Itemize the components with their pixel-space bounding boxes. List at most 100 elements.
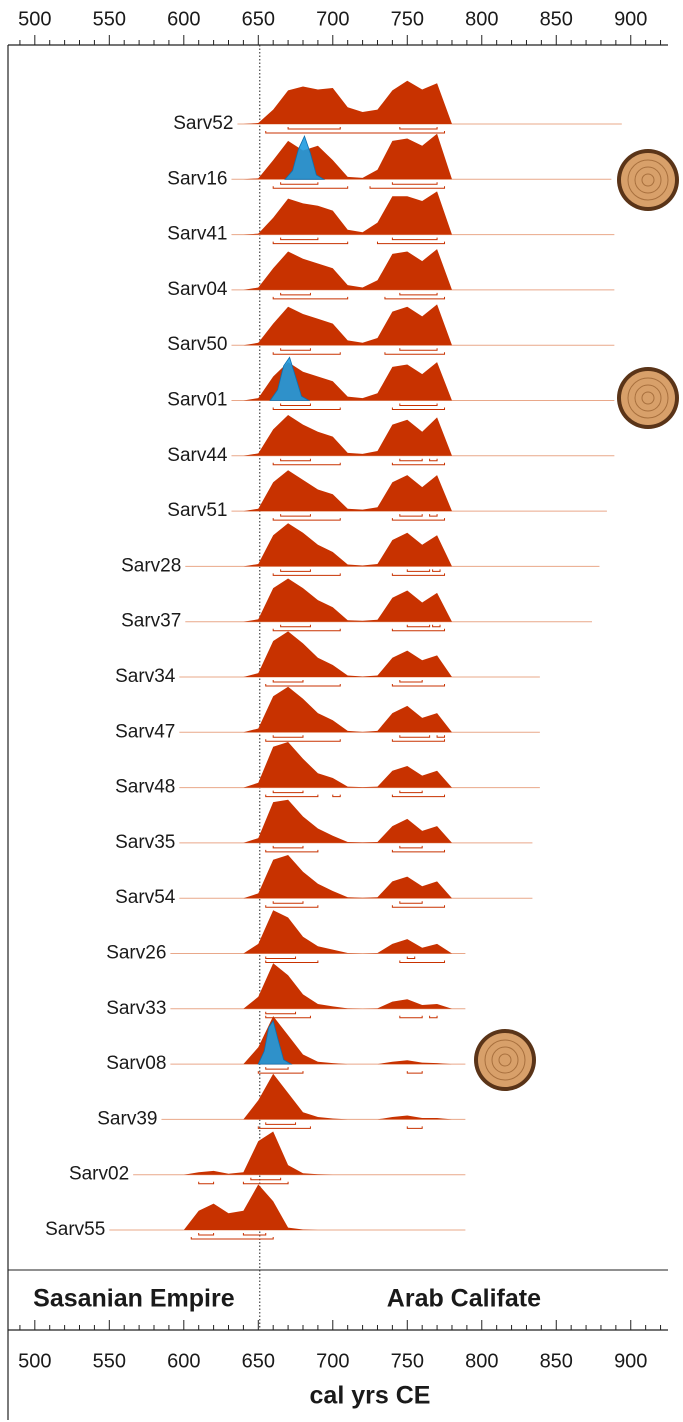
hpd-range xyxy=(273,573,340,575)
hpd-range xyxy=(281,238,318,240)
hpd-range xyxy=(400,961,445,963)
hpd-range xyxy=(266,1122,296,1124)
sample-label: Sarv28 xyxy=(121,555,181,576)
probability-density xyxy=(184,1016,452,1064)
hpd-range xyxy=(199,1182,214,1184)
hpd-range xyxy=(430,1016,437,1018)
period-label: Sasanian Empire xyxy=(33,1285,235,1313)
x-tick-label: 500 xyxy=(18,1350,51,1372)
sample-label: Sarv04 xyxy=(167,279,228,300)
hpd-range xyxy=(266,739,340,741)
hpd-range xyxy=(281,625,311,627)
hpd-range xyxy=(433,625,440,627)
x-tick-label: 750 xyxy=(391,8,424,30)
hpd-range xyxy=(392,684,444,686)
hpd-range xyxy=(437,735,444,737)
hpd-range xyxy=(400,901,422,903)
sample-label: Sarv16 xyxy=(167,168,227,189)
x-tick-label: 750 xyxy=(391,1350,424,1372)
sample-label: Sarv50 xyxy=(167,334,227,355)
probability-density xyxy=(184,1132,452,1175)
hpd-range xyxy=(273,297,347,299)
hpd-range xyxy=(400,680,422,682)
hpd-range xyxy=(266,795,318,797)
hpd-range xyxy=(400,348,437,350)
hpd-range xyxy=(273,242,347,244)
x-tick-label: 850 xyxy=(540,8,573,30)
hpd-range xyxy=(266,684,340,686)
hpd-range xyxy=(266,131,445,133)
sample-label: Sarv52 xyxy=(173,113,233,134)
hpd-range xyxy=(266,1067,288,1069)
x-tick-label: 900 xyxy=(614,8,647,30)
probability-density xyxy=(184,855,452,898)
period-label: Arab Califate xyxy=(387,1285,541,1313)
hpd-range xyxy=(266,905,318,907)
hpd-range xyxy=(392,795,444,797)
probability-density xyxy=(184,631,452,677)
sample-label: Sarv08 xyxy=(106,1053,166,1074)
hpd-range xyxy=(392,629,444,631)
hpd-range xyxy=(400,735,430,737)
hpd-range xyxy=(400,791,422,793)
probability-density xyxy=(184,687,452,733)
sample-label: Sarv35 xyxy=(115,832,175,853)
probability-density xyxy=(184,910,452,953)
hpd-range xyxy=(400,1016,422,1018)
hpd-range xyxy=(400,459,422,461)
hpd-range xyxy=(266,957,296,959)
hpd-range xyxy=(392,463,444,465)
sample-label: Sarv37 xyxy=(121,611,181,632)
probability-density xyxy=(184,963,452,1009)
hpd-range xyxy=(430,514,437,516)
hpd-range xyxy=(430,459,437,461)
x-tick-label: 550 xyxy=(93,1350,126,1372)
hpd-range xyxy=(266,1012,296,1014)
hpd-range xyxy=(385,352,445,354)
hpd-range xyxy=(266,1016,311,1018)
sample-label: Sarv55 xyxy=(45,1219,105,1240)
x-tick-label: 650 xyxy=(242,8,275,30)
hpd-range xyxy=(392,573,444,575)
hpd-range xyxy=(258,1071,303,1073)
hpd-range xyxy=(400,514,422,516)
tree-icon xyxy=(474,1029,536,1091)
hpd-range xyxy=(273,629,340,631)
sample-label: Sarv33 xyxy=(106,998,166,1019)
hpd-range xyxy=(273,186,347,188)
hpd-range xyxy=(407,569,429,571)
x-tick-label: 850 xyxy=(540,1350,573,1372)
hpd-range xyxy=(273,680,303,682)
probability-density xyxy=(184,1074,452,1120)
hpd-range xyxy=(199,1233,214,1235)
hpd-range xyxy=(281,459,311,461)
hpd-range xyxy=(266,961,318,963)
hpd-range xyxy=(400,293,437,295)
hpd-range xyxy=(392,850,444,852)
sample-label: Sarv54 xyxy=(115,887,176,908)
hpd-range xyxy=(392,905,444,907)
x-tick-label: 900 xyxy=(614,1350,647,1372)
hpd-range xyxy=(392,238,437,240)
hpd-range xyxy=(243,1233,265,1235)
probability-density xyxy=(184,1184,452,1230)
hpd-range xyxy=(407,625,429,627)
hpd-range xyxy=(288,127,340,129)
hpd-range xyxy=(281,293,311,295)
sample-label: Sarv39 xyxy=(97,1108,157,1129)
x-tick-label: 800 xyxy=(465,1350,498,1372)
probability-density xyxy=(184,523,452,566)
hpd-range xyxy=(273,463,340,465)
probability-density xyxy=(184,800,452,843)
x-tick-label: 650 xyxy=(242,1350,275,1372)
hpd-range xyxy=(392,408,444,410)
hpd-range xyxy=(273,352,340,354)
hpd-range xyxy=(281,404,311,406)
sample-label: Sarv47 xyxy=(115,721,175,742)
hpd-range xyxy=(392,518,444,520)
x-tick-label: 700 xyxy=(316,1350,349,1372)
x-tick-label: 550 xyxy=(93,8,126,30)
hpd-range xyxy=(273,846,303,848)
sample-label: Sarv51 xyxy=(167,500,227,521)
sample-label: Sarv41 xyxy=(167,224,227,245)
